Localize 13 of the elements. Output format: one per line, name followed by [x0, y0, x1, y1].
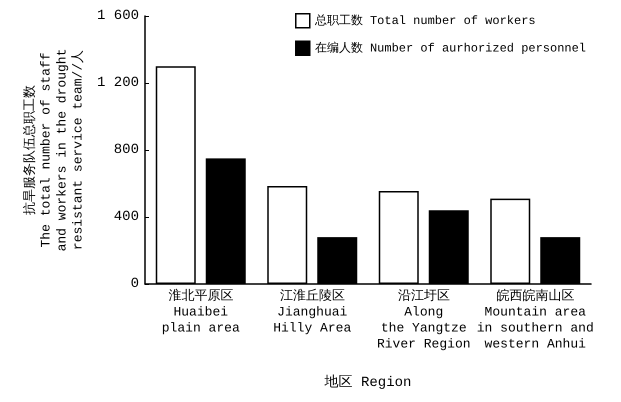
y-tick-label: 1 200 [96, 75, 139, 91]
legend-label: 在编人数 Number of aurhorized personnel [314, 40, 586, 56]
y-tick-label: 0 [130, 276, 139, 292]
x-tick-label: 淮北平原区 Huaibei plain area [162, 288, 240, 336]
y-axis-title: 抗旱服务队伍总职工数 The total number of staff and workers in the drought resistant service team//人 [22, 48, 86, 252]
x-tick-label: 江淮丘陵区 Jianghuai Hilly Area [273, 288, 352, 336]
x-axis-title: 地区 Region [324, 374, 412, 391]
y-tick-label: 1 600 [96, 8, 139, 24]
x-tick-label: 沿江圩区 Along the Yangtze River Region [376, 288, 471, 352]
y-tick-label: 400 [114, 209, 139, 225]
legend-label: 总职工数 Total number of workers [314, 14, 536, 28]
y-tick-label: 800 [114, 142, 139, 158]
x-tick-label: 皖西皖南山区 Mountain area in southern and western Anhui [476, 288, 594, 352]
